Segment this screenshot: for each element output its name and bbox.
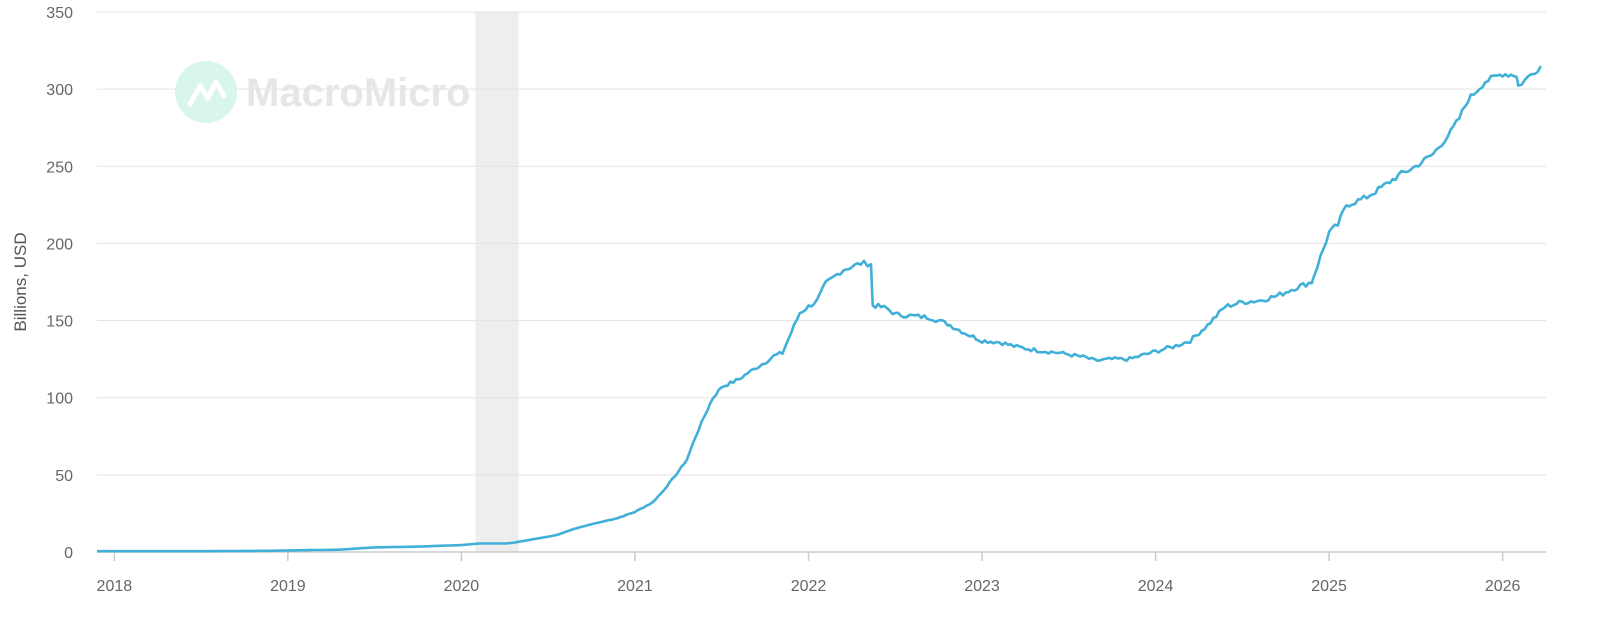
x-tick-label: 2020	[444, 578, 480, 595]
y-tick-label: 50	[55, 468, 73, 485]
x-tick-label: 2024	[1138, 578, 1174, 595]
x-tick-label: 2018	[97, 578, 133, 595]
macromicro-logo-icon	[175, 61, 237, 123]
x-tick-label: 2025	[1311, 578, 1347, 595]
x-tick-label: 2022	[791, 578, 827, 595]
y-tick-label: 250	[46, 159, 73, 176]
y-tick-label: 200	[46, 236, 73, 253]
y-axis-title: Billions, USD	[11, 232, 30, 331]
y-axis-tick-labels: 0 50 100 150 200 250 300 350	[46, 5, 73, 562]
x-tick-label: 2021	[617, 578, 653, 595]
y-tick-label: 100	[46, 391, 73, 408]
gridlines	[97, 11, 1546, 476]
watermark-text: MacroMicro	[246, 71, 471, 115]
y-tick-label: 350	[46, 5, 73, 22]
x-tick-label: 2023	[964, 578, 1000, 595]
x-tick-label: 2026	[1485, 578, 1521, 595]
y-tick-label: 300	[46, 82, 73, 99]
y-tick-label: 0	[64, 545, 73, 562]
y-tick-label: 150	[46, 314, 73, 331]
shaded-region	[475, 12, 519, 552]
recession-shading-layer	[475, 12, 519, 552]
x-tick-label: 2019	[270, 578, 306, 595]
x-axis-tick-labels: 2018 2019 2020 2021 2022 2023 2024 2025 2026	[97, 578, 1521, 595]
series-line	[97, 65, 1542, 553]
watermark: MacroMicro	[175, 61, 471, 123]
x-axis	[97, 551, 1546, 561]
series-layer	[97, 65, 1542, 553]
